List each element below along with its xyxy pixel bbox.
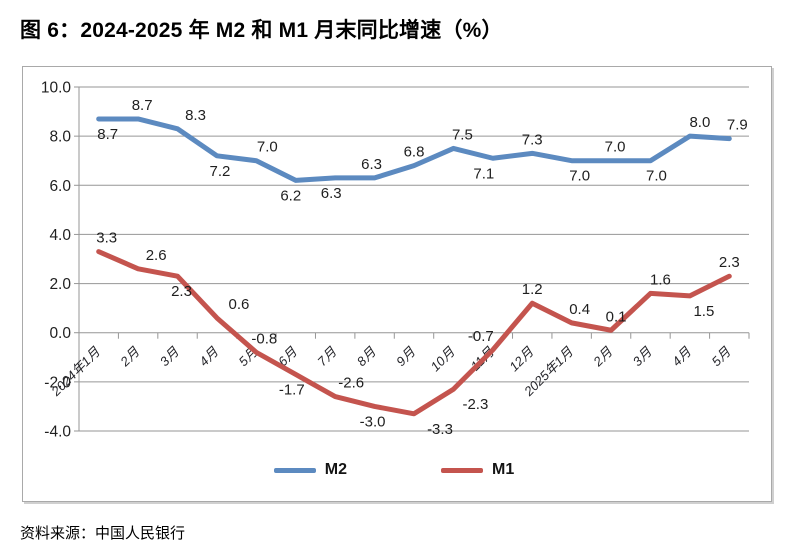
- m1-series-line: [96, 249, 732, 417]
- y-tick-label: 0.0: [49, 325, 71, 342]
- m1-data-label: -0.7: [468, 328, 494, 345]
- m2-data-label: 6.8: [404, 144, 425, 161]
- legend-label-m2: M2: [324, 461, 347, 478]
- m2-data-label: 7.9: [727, 117, 748, 134]
- legend-item-m2: M2: [273, 461, 347, 479]
- x-category-label: 7月: [314, 344, 340, 370]
- m1-data-label: 1.6: [650, 271, 671, 288]
- x-category-label: 5月: [709, 344, 735, 370]
- x-category-label: 3月: [630, 344, 656, 370]
- m2-data-label: 7.0: [605, 139, 626, 156]
- line-chart: 10.0 8.0 6.0 4.0 2.0 0.0 -2.0 -4.0 2024年1月 2月 3月 4月…: [41, 80, 750, 441]
- m2-data-label: 7.0: [646, 168, 667, 185]
- x-category-label: 2月: [590, 344, 616, 370]
- x-category-label: 3月: [157, 344, 183, 370]
- source-note: 资料来源：中国人民银行: [20, 525, 186, 542]
- x-category-label: 9月: [393, 344, 419, 370]
- m2-data-label: 8.7: [97, 126, 118, 143]
- x-category-label: 4月: [669, 344, 695, 370]
- m2-data-label: 6.2: [280, 187, 301, 204]
- m1-data-label: -2.3: [462, 396, 488, 413]
- m1-data-label: -3.3: [427, 421, 453, 438]
- y-tick-label: 4.0: [49, 227, 71, 244]
- y-tick-label: -2.0: [44, 374, 71, 391]
- x-category-label: 12月: [506, 344, 537, 375]
- m1-data-label: 2.6: [146, 247, 167, 264]
- x-category-label: 4月: [196, 344, 222, 370]
- m1-data-label: 0.6: [229, 296, 250, 313]
- m2-data-label: 7.0: [569, 168, 590, 185]
- y-tick-label: -4.0: [44, 424, 71, 441]
- m2-data-label: 7.1: [473, 165, 494, 182]
- m1-data-label: 1.2: [522, 281, 543, 298]
- y-tick-label: 8.0: [49, 129, 71, 146]
- y-tick-label: 6.0: [49, 178, 71, 195]
- figure-title: 图 6：2024-2025 年 M2 和 M1 月末同比增速（%）: [20, 19, 503, 42]
- x-category-label: 8月: [354, 344, 380, 370]
- m2-data-label: 8.0: [689, 114, 710, 131]
- legend-item-m1: M1: [441, 461, 514, 479]
- m2-data-label: 8.7: [132, 97, 153, 114]
- x-category-label: 2月: [117, 344, 143, 370]
- m1-data-label: -3.0: [360, 413, 386, 430]
- m2-data-label: 7.2: [210, 163, 231, 180]
- m1-data-label: -2.6: [338, 375, 364, 392]
- m2-data-label: 8.3: [185, 107, 206, 124]
- m1-data-label: -0.8: [251, 330, 277, 347]
- chart-frame: 10.0 8.0 6.0 4.0 2.0 0.0 -2.0 -4.0 2024年1月 2月 3月 4月…: [22, 66, 772, 502]
- m1-data-label: 3.3: [96, 230, 117, 247]
- legend-label-m1: M1: [492, 461, 515, 478]
- chart-legend: M2 M1: [23, 461, 765, 479]
- m2-data-label: 6.3: [321, 185, 342, 202]
- m1-data-label: 2.3: [171, 283, 192, 300]
- m1-line-swatch-icon: [441, 467, 483, 473]
- m1-data-label: 0.1: [606, 308, 627, 325]
- y-tick-label: 2.0: [49, 276, 71, 293]
- m2-data-label: 7.3: [522, 131, 543, 148]
- m1-data-label: -1.7: [279, 381, 305, 398]
- m2-data-label: 7.5: [452, 126, 473, 143]
- x-category-label: 10月: [428, 344, 459, 375]
- m2-line-swatch-icon: [273, 467, 316, 473]
- y-tick-label: 10.0: [41, 80, 72, 97]
- m1-data-label: 0.4: [569, 301, 590, 318]
- m1-data-label: 2.3: [719, 254, 740, 271]
- m2-data-label: 6.3: [361, 156, 382, 173]
- m2-series-line: [96, 116, 732, 183]
- x-category-label: 2024年1月: [48, 344, 104, 400]
- m2-data-label: 7.0: [257, 139, 278, 156]
- m1-data-label: 1.5: [693, 303, 714, 320]
